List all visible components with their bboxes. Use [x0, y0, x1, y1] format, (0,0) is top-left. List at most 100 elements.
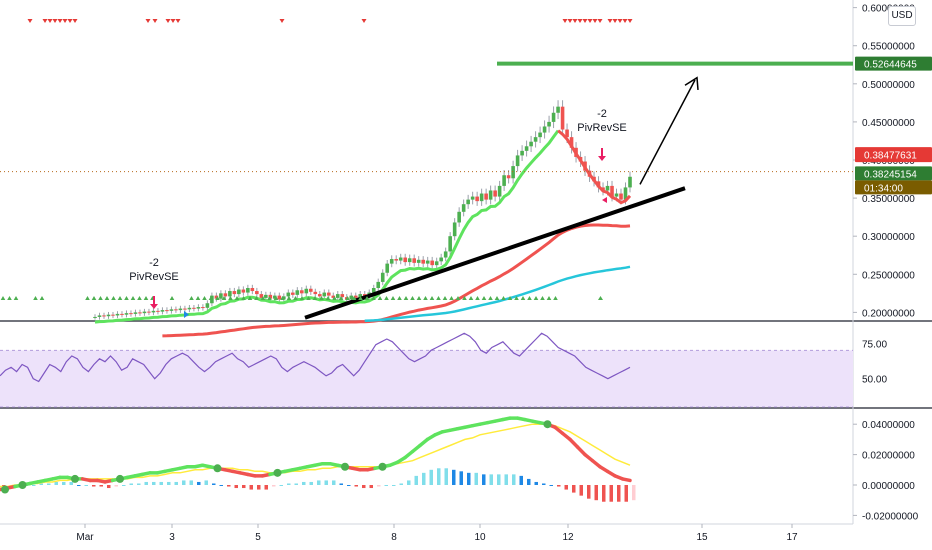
- macd-histogram-bar: [114, 485, 118, 487]
- candle-up: [515, 155, 520, 167]
- buy-signal-marker: [7, 296, 12, 300]
- macd-histogram-bar: [579, 485, 583, 496]
- macd-histogram-bar: [227, 485, 231, 487]
- macd-histogram-bar: [392, 485, 396, 486]
- macd-histogram-bar: [234, 485, 238, 489]
- current-price-tag: 0.38245154: [864, 169, 917, 180]
- macd-histogram-bar: [549, 485, 553, 486]
- macd-histogram-bar: [182, 480, 186, 485]
- candle-up: [614, 193, 619, 197]
- annotation-arrow-head: [150, 304, 158, 309]
- macd-histogram-bar: [189, 480, 193, 485]
- buy-signal-marker: [436, 296, 441, 300]
- candle-up: [628, 176, 632, 188]
- macd-histogram-bar: [99, 485, 103, 487]
- macd-panel[interactable]: [0, 416, 636, 502]
- macd-histogram-bar: [452, 469, 456, 485]
- sell-signal-marker: [42, 19, 48, 23]
- sell-signal-marker: [152, 19, 158, 23]
- candle-down: [255, 291, 259, 295]
- macd-histogram-bar: [572, 485, 576, 493]
- candle-down: [340, 294, 345, 298]
- macd-histogram-bar: [129, 483, 133, 485]
- prev-close-price-tag-bg: [855, 147, 932, 163]
- buy-signal-marker: [273, 296, 279, 300]
- macd-histogram-bar: [594, 485, 598, 501]
- candle-up: [533, 137, 538, 142]
- rsi-panel[interactable]: [0, 332, 853, 408]
- candle-down: [421, 259, 425, 264]
- sell-signal-marker: [597, 19, 603, 23]
- buy-signal-marker: [299, 296, 305, 300]
- sell-signal-marker: [617, 19, 623, 23]
- macd-line-segment: [620, 477, 632, 483]
- candle-down: [308, 288, 313, 292]
- candle-down: [353, 295, 358, 298]
- macd-histogram-bar: [39, 483, 43, 485]
- candle-up: [389, 259, 394, 264]
- buy-signal-marker: [507, 296, 513, 300]
- buy-signal-marker: [527, 296, 532, 300]
- buy-signal-marker: [332, 296, 337, 300]
- candle-down: [291, 292, 295, 295]
- candle-down: [484, 193, 488, 200]
- buy-signal-marker: [416, 296, 422, 300]
- macd-histogram-bar: [534, 481, 538, 485]
- macd-cross-up-dot: [543, 420, 552, 429]
- support-trendline: [304, 186, 686, 320]
- rsi-line: [0, 332, 631, 383]
- candle-up: [142, 311, 147, 314]
- buy-signal-marker: [39, 296, 45, 300]
- macd-histogram-bar: [152, 481, 156, 485]
- buy-signal-marker: [117, 296, 123, 300]
- macd-histogram-bar: [474, 472, 478, 485]
- buy-signal-marker: [260, 296, 266, 300]
- projection-arrow-line: [639, 79, 696, 185]
- candle-down: [560, 106, 565, 130]
- macd-histogram-bar: [437, 468, 441, 485]
- macd-histogram-bar: [77, 485, 81, 486]
- candle-up: [551, 112, 556, 122]
- resistance-price-tag: 0.52644645: [864, 60, 917, 71]
- candle-up: [335, 294, 340, 298]
- time-axis-label: 5: [255, 532, 261, 543]
- candle-up: [416, 259, 421, 263]
- macd-histogram-bar: [632, 485, 636, 501]
- macd-histogram-bar: [294, 483, 298, 485]
- candle-down: [268, 294, 273, 299]
- macd-histogram-bar: [482, 474, 486, 485]
- candle-up: [205, 303, 210, 308]
- candle-down: [223, 293, 228, 297]
- buy-signal-marker: [449, 296, 454, 300]
- macd-cross-up-dot: [116, 474, 124, 483]
- sell-signal-marker: [622, 19, 628, 23]
- candle-down: [317, 294, 322, 297]
- candle-up: [106, 314, 111, 317]
- ma-slow-line: [364, 265, 631, 323]
- currency-badge[interactable]: USD: [888, 6, 916, 26]
- macd-cross-up-dot: [273, 468, 282, 477]
- buy-signal-marker: [364, 296, 370, 300]
- macd-histogram-bar: [504, 474, 508, 485]
- buy-signal-marker: [410, 296, 415, 300]
- candle-down: [475, 196, 479, 202]
- candle-up: [520, 150, 524, 156]
- candle-up: [407, 258, 412, 263]
- current-price-tag-bg: [855, 166, 932, 181]
- buy-signal-marker: [104, 296, 110, 300]
- buy-signal-marker: [520, 296, 526, 300]
- macd-line-segment: [575, 445, 587, 457]
- time-axis-label: 3: [169, 532, 175, 543]
- candle-up: [524, 146, 529, 151]
- price-panel[interactable]: -2 PivRevSE -2 PivRevSE: [0, 19, 853, 338]
- buy-signal-marker: [501, 296, 506, 300]
- price-axis-label: 0.20000000: [862, 308, 915, 319]
- macd-histogram-bar: [204, 480, 208, 485]
- macd-histogram-bar: [242, 485, 246, 489]
- macd-histogram-bar: [69, 481, 73, 485]
- macd-histogram-bar: [564, 485, 568, 490]
- macd-histogram-bar: [174, 481, 178, 485]
- ma-fast-line-down: [557, 129, 632, 205]
- candle-down: [430, 260, 434, 266]
